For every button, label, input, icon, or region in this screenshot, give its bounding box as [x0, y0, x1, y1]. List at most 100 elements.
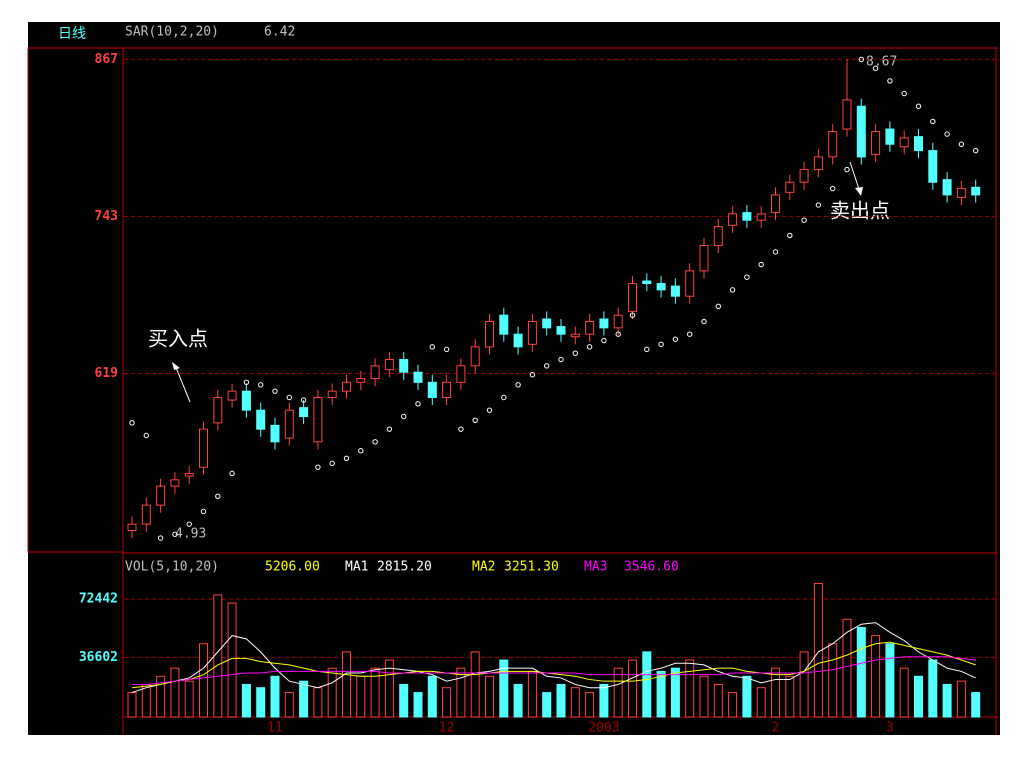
volume-bar [299, 680, 309, 718]
sar-dot [672, 336, 679, 342]
sar-dot [415, 401, 421, 407]
period-label: 日线 [58, 26, 86, 42]
sar-dot [472, 417, 478, 424]
y-tick-label: 72442 [79, 592, 118, 607]
legend-name: MA1 [345, 560, 368, 575]
sar-dot [629, 312, 636, 318]
x-tick-label: 11 [267, 721, 283, 736]
volume-bar [771, 667, 780, 718]
volume-bar [513, 683, 523, 718]
sar-dot [701, 318, 707, 325]
candle-body [871, 131, 881, 155]
volume-bar [899, 667, 909, 718]
sar-dot [758, 261, 764, 268]
volume-bar [127, 692, 137, 718]
candle-body [170, 479, 180, 487]
candle-body [656, 283, 666, 291]
x-tick-label: 2003 [588, 721, 619, 736]
y-tick-label: 743 [95, 209, 118, 224]
volume-bar [156, 675, 166, 718]
volume-bar [427, 675, 437, 718]
volume-bar [442, 687, 452, 718]
volume-bar [313, 687, 323, 718]
candle-body [670, 285, 680, 297]
candle-body [384, 359, 394, 371]
volume-bar [685, 659, 695, 718]
volume-bar [956, 680, 966, 718]
volume-bar [256, 687, 266, 718]
sar-dot [186, 521, 192, 527]
sar-dot [729, 287, 736, 293]
sar-dot [501, 394, 507, 401]
volume-bar [856, 626, 866, 718]
sar-dot [586, 344, 593, 350]
sar-dot [644, 346, 650, 353]
arrow-head [855, 187, 863, 196]
sar-dot [830, 185, 836, 192]
volume-bar [270, 675, 280, 718]
sar-dot [801, 217, 807, 223]
sar-dot [787, 232, 793, 239]
volume-bar [327, 667, 337, 718]
volume-bar [670, 667, 680, 718]
candle-body [728, 213, 738, 226]
volume-bar [642, 651, 652, 718]
sar-dot [286, 394, 292, 401]
volume-title: VOL(5,10,20) [125, 560, 219, 575]
candle-body [284, 409, 294, 439]
sar-dot [858, 56, 864, 63]
volume-bar [556, 683, 566, 718]
candle-body [628, 283, 637, 312]
sar-dot [572, 350, 578, 356]
candle-body [499, 314, 509, 335]
candle-body [956, 188, 966, 198]
legend-value: 2815.20 [377, 560, 432, 575]
sar-dot [458, 426, 464, 432]
volume-bar [942, 683, 952, 718]
arrow [849, 161, 861, 193]
volume-bar [570, 687, 580, 718]
candle-body [327, 390, 337, 399]
sar-dot [229, 470, 235, 477]
candle-body [785, 181, 795, 193]
background [28, 22, 1000, 735]
volume-bar [199, 643, 208, 718]
volume-bar [284, 692, 294, 718]
sar-dot [958, 141, 965, 147]
volume-bar [971, 692, 981, 718]
volume-bar [342, 651, 351, 718]
volume-bar [170, 667, 180, 718]
sar-dot [200, 508, 207, 515]
candle-body [313, 397, 323, 443]
sar-dot [815, 202, 822, 208]
candle-body [756, 213, 766, 221]
candle-body [613, 314, 623, 329]
candle-body [885, 128, 895, 145]
indicator-label: SAR(10,2,20) [125, 25, 219, 40]
volume-bar [656, 670, 666, 718]
sar-dot [443, 346, 450, 353]
volume-bar [799, 651, 809, 718]
sar-dot [129, 420, 135, 426]
candle-body [256, 409, 266, 430]
sar-dot [172, 531, 178, 537]
volume-bar [585, 692, 595, 718]
sar-dot [658, 341, 664, 348]
candle-body [928, 150, 938, 183]
sar-dot [887, 78, 893, 84]
candle-body [585, 321, 595, 335]
candle-body [556, 326, 566, 335]
y-tick-label: 867 [95, 52, 118, 67]
sar-dot [615, 331, 621, 337]
volume-bar [241, 683, 251, 718]
candle-body [856, 105, 866, 158]
candle-body [156, 485, 166, 506]
sar-dot [872, 65, 879, 71]
sar-dot [601, 337, 607, 344]
volume-bar [828, 643, 838, 718]
sar-dot [844, 166, 850, 173]
x-tick-label: 12 [439, 721, 455, 736]
sar-dot [529, 372, 536, 378]
sar-dot [372, 439, 378, 445]
